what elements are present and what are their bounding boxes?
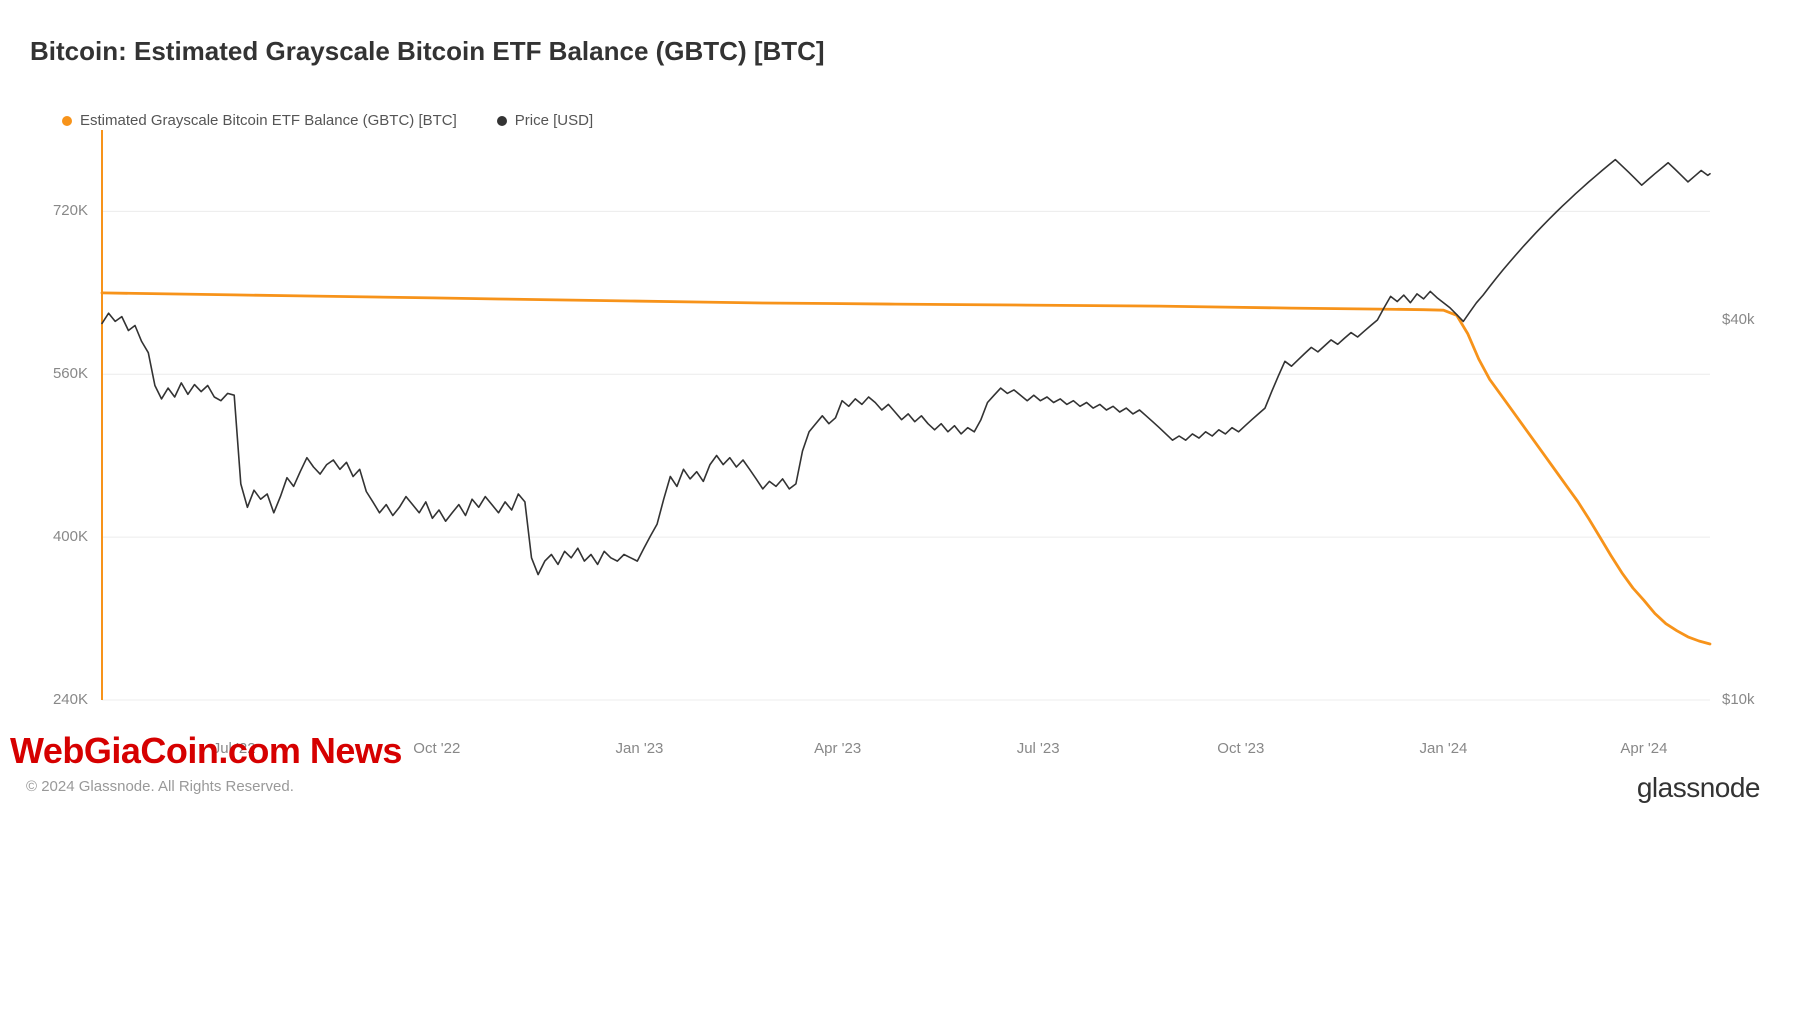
legend: Estimated Grayscale Bitcoin ETF Balance … — [62, 112, 593, 129]
x-tick: Apr '23 — [814, 740, 861, 757]
y-right-tick: $10k — [1722, 691, 1782, 708]
x-tick: Jan '24 — [1420, 740, 1468, 757]
legend-dot-price — [497, 116, 507, 126]
legend-label-price: Price [USD] — [515, 112, 593, 129]
watermark-overlay: WebGiaCoin.com News — [10, 730, 402, 772]
chart-title: Bitcoin: Estimated Grayscale Bitcoin ETF… — [30, 36, 825, 67]
y-left-tick: 240K — [28, 691, 88, 708]
y-left-tick: 720K — [28, 202, 88, 219]
x-tick: Oct '22 — [413, 740, 460, 757]
legend-dot-balance — [62, 116, 72, 126]
x-tick: Jan '23 — [616, 740, 664, 757]
y-left-tick: 400K — [28, 528, 88, 545]
x-tick: Apr '24 — [1620, 740, 1667, 757]
x-tick: Jul '23 — [1017, 740, 1060, 757]
legend-item-price: Price [USD] — [497, 112, 593, 129]
chart-plot — [30, 130, 1770, 740]
legend-label-balance: Estimated Grayscale Bitcoin ETF Balance … — [80, 112, 457, 129]
y-left-tick: 560K — [28, 365, 88, 382]
x-tick: Oct '23 — [1217, 740, 1264, 757]
brand-logo: glassnode — [1637, 772, 1760, 804]
chart-svg — [30, 130, 1770, 740]
chart-frame: Bitcoin: Estimated Grayscale Bitcoin ETF… — [0, 0, 1800, 1013]
copyright-text: © 2024 Glassnode. All Rights Reserved. — [26, 778, 294, 795]
legend-item-balance: Estimated Grayscale Bitcoin ETF Balance … — [62, 112, 457, 129]
y-right-tick: $40k — [1722, 311, 1782, 328]
